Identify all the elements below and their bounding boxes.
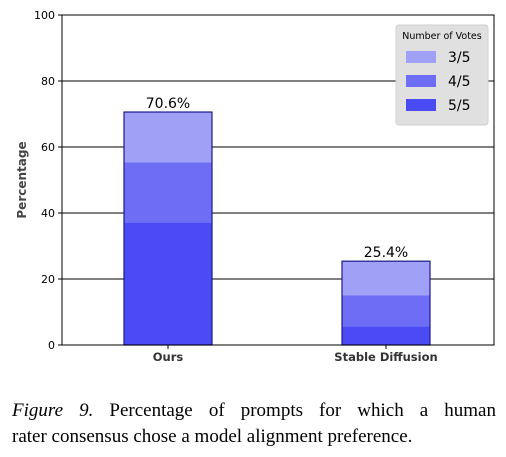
figure-label: Figure 9. xyxy=(12,400,94,421)
legend-swatch xyxy=(406,99,436,111)
x-tick-label: Stable Diffusion xyxy=(334,350,437,364)
y-tick-label: 0 xyxy=(48,339,55,352)
bar-segment-4-of-5 xyxy=(342,295,430,327)
legend-title: Number of Votes xyxy=(402,31,482,42)
bar-segment-3-of-5 xyxy=(342,261,430,296)
bars xyxy=(123,111,431,346)
bar-segment-4-of-5 xyxy=(124,162,212,223)
total-label: 70.6% xyxy=(146,96,190,112)
y-tick-label: 40 xyxy=(41,207,55,220)
bar-segment-5-of-5 xyxy=(124,222,212,345)
legend-swatch xyxy=(406,51,436,63)
figure-caption: Figure 9. Percentage of prompts for whic… xyxy=(12,398,496,450)
bar-segment-3-of-5 xyxy=(124,112,212,163)
total-labels: 70.6% 25.4% xyxy=(146,96,408,261)
y-tick-label: 20 xyxy=(41,273,55,286)
x-axis-categories: Ours Stable Diffusion xyxy=(153,345,438,364)
chart: 0 20 40 60 80 100 Ours Stable Diffusion Percen… xyxy=(15,9,495,364)
legend-entry: 3/5 xyxy=(448,50,471,66)
total-label: 25.4% xyxy=(364,245,408,261)
legend: Number of Votes 3/5 4/5 5/5 xyxy=(395,24,489,126)
caption-line-1: Percentage of prompts for which a human xyxy=(109,400,496,421)
y-tick-label: 60 xyxy=(41,141,55,154)
legend-entry: 4/5 xyxy=(448,74,471,90)
y-axis-label: Percentage xyxy=(15,141,29,218)
y-tick-label: 100 xyxy=(34,9,55,22)
x-tick-label: Ours xyxy=(153,350,184,364)
legend-swatch xyxy=(406,75,436,87)
y-tick-label: 80 xyxy=(41,75,55,88)
y-axis-ticks: 0 20 40 60 80 100 xyxy=(34,9,62,352)
plot-frame xyxy=(61,14,495,346)
bar-segment-5-of-5 xyxy=(342,326,430,345)
caption-line-2: rater consensus chose a model alignment … xyxy=(12,426,413,447)
legend-entry: 5/5 xyxy=(448,98,471,114)
